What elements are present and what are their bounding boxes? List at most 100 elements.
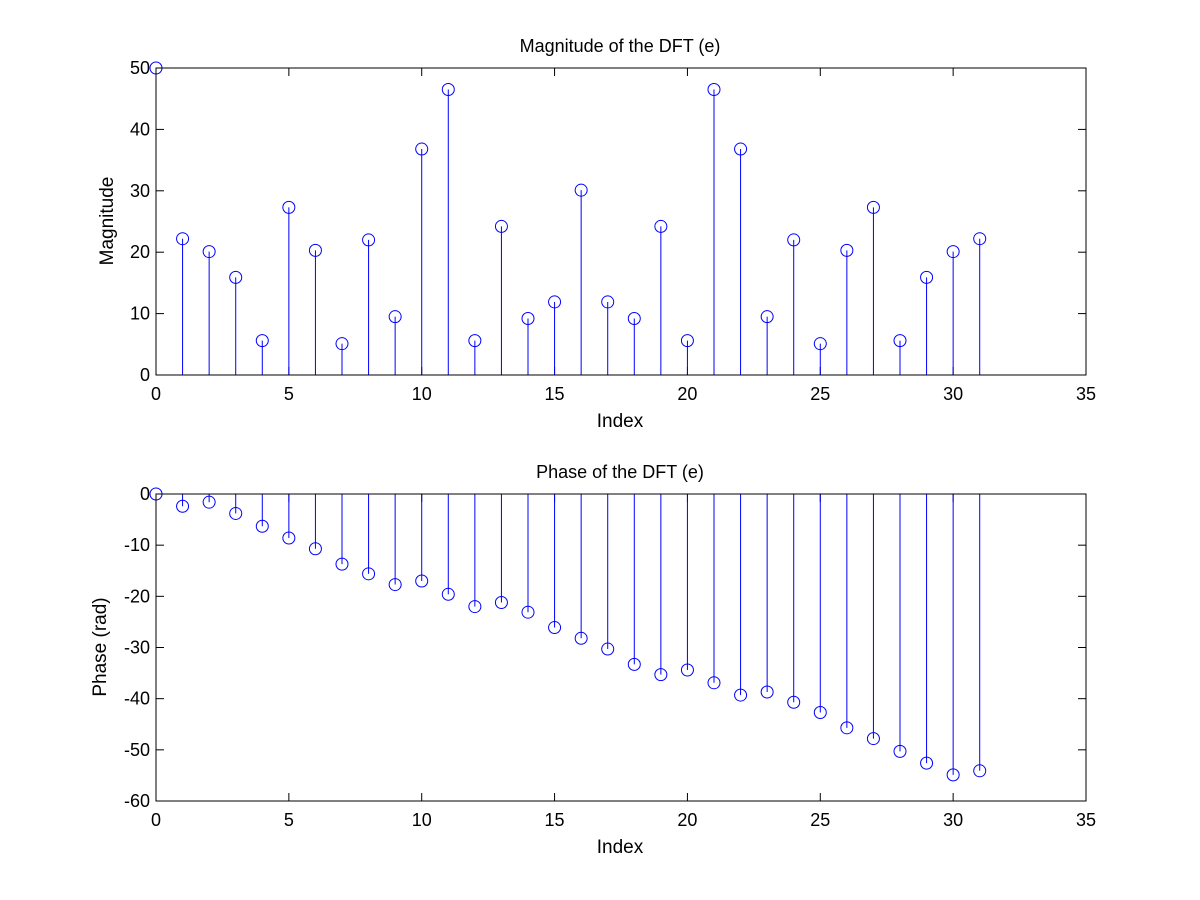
phase-ticks: 0 5 10 15 20 25 30 35 -60 -50 -40 -30 -20 -10 0: [124, 484, 1096, 830]
magnitude-ylabel: Magnitude: [97, 177, 118, 266]
magnitude-stem-marker: [441, 82, 455, 96]
phase-stem-marker: [627, 657, 641, 671]
phase-stem-marker: [415, 574, 429, 588]
phase-title: Phase of the DFT (e): [536, 462, 704, 482]
magnitude-ticks: 0 5 10 15 20 25 30 35 0 10 20 30 40 50: [130, 58, 1096, 404]
phase-stem-marker: [601, 642, 615, 656]
magnitude-ytick-label: 20: [130, 242, 150, 262]
phase-ytick-label: -60: [124, 791, 150, 811]
phase-xtick-label: 10: [412, 810, 432, 830]
magnitude-xtick-label: 0: [151, 384, 161, 404]
phase-stem-marker: [548, 621, 562, 635]
phase-ytick-label: -20: [124, 586, 150, 606]
phase-stem-marker: [920, 756, 934, 770]
magnitude-stem-marker: [176, 232, 190, 246]
phase-xtick-label: 35: [1076, 810, 1096, 830]
magnitude-stem-marker: [255, 334, 269, 348]
magnitude-panel: Magnitude of the DFT (e) Index Magnitude…: [97, 36, 1096, 432]
phase-xtick-label: 25: [810, 810, 830, 830]
phase-stem-marker: [202, 495, 216, 509]
phase-stem-marker: [441, 587, 455, 601]
magnitude-xtick-label: 35: [1076, 384, 1096, 404]
phase-stem-marker: [813, 705, 827, 719]
phase-stem-marker: [680, 663, 694, 677]
magnitude-ytick-label: 30: [130, 181, 150, 201]
magnitude-stem-marker: [734, 142, 748, 156]
magnitude-xtick-label: 15: [545, 384, 565, 404]
phase-ytick-label: -10: [124, 535, 150, 555]
magnitude-stem-marker: [308, 243, 322, 257]
phase-stem-marker: [946, 768, 960, 782]
phase-ytick-label: -30: [124, 638, 150, 658]
phase-stem-marker: [229, 506, 243, 520]
phase-ytick-label: 0: [140, 484, 150, 504]
magnitude-title: Magnitude of the DFT (e): [520, 36, 721, 56]
magnitude-stem-marker: [866, 200, 880, 214]
phase-stem-marker: [840, 721, 854, 735]
magnitude-stem-marker: [388, 310, 402, 324]
phase-ylabel: Phase (rad): [90, 597, 111, 696]
phase-stem-marker: [734, 688, 748, 702]
phase-xtick-label: 5: [284, 810, 294, 830]
magnitude-stem-marker: [468, 334, 482, 348]
magnitude-stem-marker: [787, 233, 801, 247]
phase-stem-marker: [973, 764, 987, 778]
phase-stem-marker: [654, 668, 668, 682]
magnitude-xtick-label: 10: [412, 384, 432, 404]
magnitude-ytick-label: 0: [140, 365, 150, 385]
phase-stem-marker: [282, 531, 296, 545]
magnitude-xtick-label: 25: [810, 384, 830, 404]
phase-xlabel: Index: [597, 837, 644, 858]
phase-stem-marker: [893, 744, 907, 758]
phase-ytick-label: -50: [124, 740, 150, 760]
phase-stem-marker: [362, 567, 376, 581]
magnitude-stem-marker: [521, 312, 535, 326]
magnitude-stem-marker: [707, 82, 721, 96]
phase-stems: [149, 487, 987, 782]
magnitude-stem-marker: [362, 233, 376, 247]
phase-stem-marker: [176, 499, 190, 513]
magnitude-stem-marker: [574, 183, 588, 197]
magnitude-xtick-label: 5: [284, 384, 294, 404]
magnitude-stem-marker: [654, 219, 668, 233]
magnitude-stem-marker: [680, 334, 694, 348]
magnitude-xlabel: Index: [597, 411, 644, 432]
magnitude-stems: [149, 61, 987, 375]
magnitude-stem-marker: [627, 312, 641, 326]
magnitude-stem-marker: [760, 310, 774, 324]
magnitude-ytick-label: 40: [130, 119, 150, 139]
phase-stem-marker: [468, 600, 482, 614]
magnitude-stem-marker: [813, 337, 827, 351]
phase-xtick-label: 0: [151, 810, 161, 830]
phase-stem-marker: [707, 676, 721, 690]
phase-stem-marker: [866, 732, 880, 746]
magnitude-stem-marker: [494, 219, 508, 233]
phase-stem-marker: [787, 695, 801, 709]
phase-xtick-label: 20: [677, 810, 697, 830]
phase-stem-marker: [255, 519, 269, 533]
magnitude-xtick-label: 30: [943, 384, 963, 404]
magnitude-stem-marker: [973, 232, 987, 246]
magnitude-xtick-label: 20: [677, 384, 697, 404]
magnitude-stem-marker: [229, 270, 243, 284]
magnitude-stem-marker: [946, 245, 960, 259]
magnitude-stem-marker: [840, 243, 854, 257]
phase-stem-marker: [494, 595, 508, 609]
magnitude-stem-marker: [335, 337, 349, 351]
magnitude-stem-marker: [601, 295, 615, 309]
phase-ytick-label: -40: [124, 689, 150, 709]
magnitude-stem-marker: [415, 142, 429, 156]
phase-stem-marker: [760, 685, 774, 699]
magnitude-stem-marker: [920, 270, 934, 284]
magnitude-ytick-label: 10: [130, 304, 150, 324]
phase-xtick-label: 30: [943, 810, 963, 830]
phase-stem-marker: [388, 578, 402, 592]
magnitude-stem-marker: [548, 295, 562, 309]
phase-stem-marker: [574, 631, 588, 645]
magnitude-axes-frame: [155, 67, 1087, 376]
phase-stem-marker: [308, 542, 322, 556]
magnitude-ytick-label: 50: [130, 58, 150, 78]
magnitude-stem-marker: [282, 200, 296, 214]
magnitude-stem-marker: [893, 334, 907, 348]
